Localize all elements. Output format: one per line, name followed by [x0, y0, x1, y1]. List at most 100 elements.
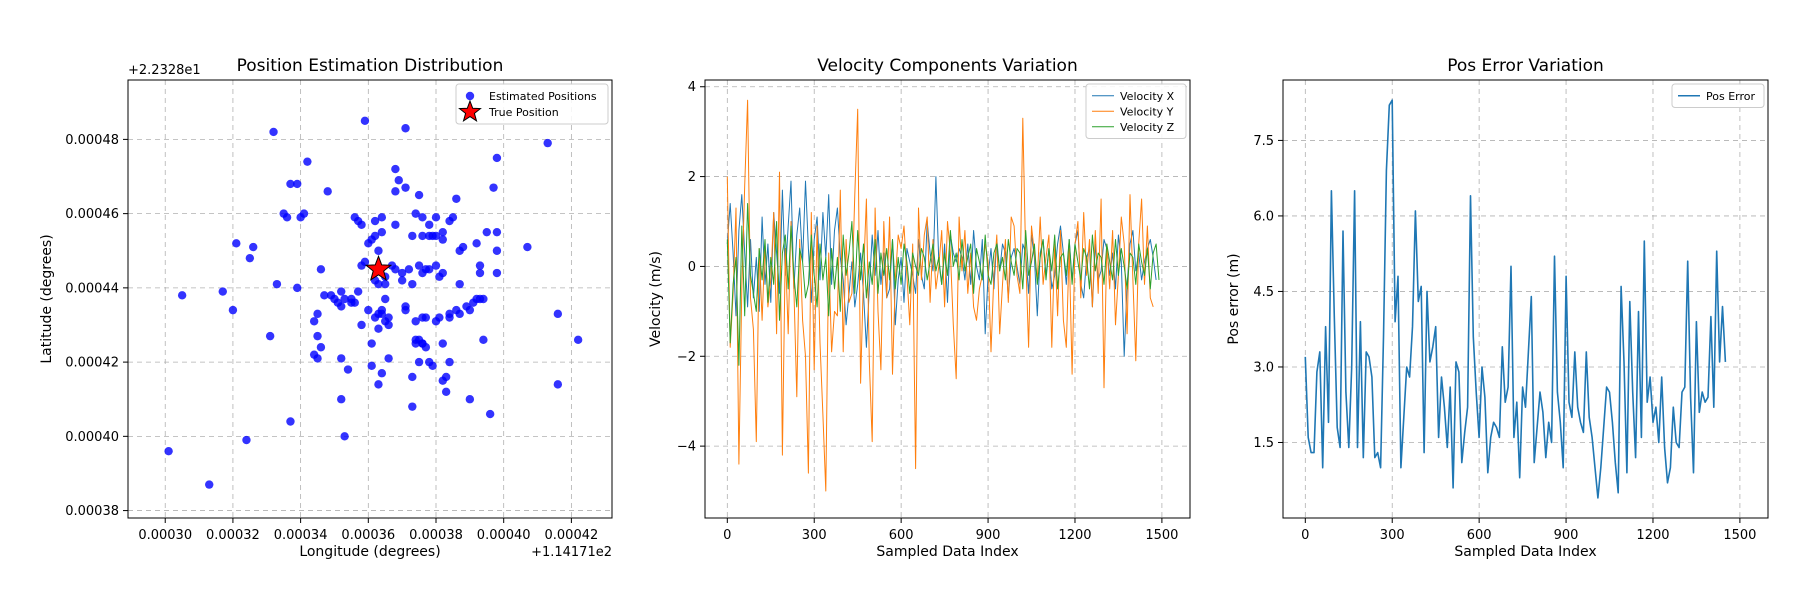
scatter-point	[249, 242, 258, 252]
scatter-point	[340, 294, 349, 304]
y-tick-label: 0.00042	[65, 356, 119, 371]
scatter-point	[448, 213, 458, 222]
scatter-point	[316, 343, 326, 352]
legend-box	[455, 83, 609, 125]
scatter-point	[391, 265, 400, 274]
scatter-point	[408, 279, 417, 289]
scatter-point	[293, 283, 302, 293]
scatter-point	[431, 213, 441, 222]
scatter-point	[303, 157, 312, 166]
legend-box	[1085, 83, 1187, 139]
scatter-point	[543, 138, 552, 148]
y-tick-label: 0.00046	[65, 207, 119, 222]
scatter-point	[492, 153, 502, 163]
x-tick-label: 0	[723, 528, 731, 543]
scatter-point	[523, 242, 532, 252]
scatter-point	[472, 239, 481, 248]
legend-label: Velocity Z	[1120, 121, 1175, 134]
scatter-point	[425, 220, 434, 229]
chart-panel-2: 0 300 600 900 1200 1500 −4 −2 0 2 4 Velocity Compon…	[648, 56, 1191, 560]
y-axis-label: Velocity (m/s)	[648, 251, 664, 347]
scatter-point	[320, 291, 329, 300]
scatter-point	[360, 116, 370, 126]
x-tick-label: 1200	[1058, 528, 1091, 543]
scatter-point	[377, 227, 387, 237]
scatter-point	[269, 127, 278, 137]
x-tick-label: 300	[1380, 528, 1405, 543]
x-axis-label: Sampled Data Index	[1454, 544, 1596, 560]
legend: Pos Error	[1671, 83, 1765, 108]
x-tick-label: 900	[1554, 528, 1579, 543]
scatter-point	[299, 209, 309, 218]
legend-box	[1671, 83, 1765, 108]
scatter-point	[401, 124, 410, 133]
scatter-point	[411, 209, 420, 218]
scatter-point	[265, 331, 275, 341]
scatter-point	[397, 268, 407, 278]
scatter-point	[377, 213, 387, 222]
y-tick-label: 0	[688, 260, 696, 275]
scatter-point	[316, 265, 326, 274]
scatter-point	[553, 309, 563, 319]
scatter-point	[441, 372, 451, 382]
scatter-point	[357, 220, 366, 229]
x-tick-label: 0.00036	[341, 528, 395, 543]
y-offset-label: +2.2328e1	[128, 63, 201, 78]
scatter-point	[428, 361, 437, 371]
x-tick-label: 0.00040	[477, 528, 531, 543]
scatter-point	[441, 387, 451, 396]
scatter-point	[228, 305, 238, 315]
scatter-point	[438, 227, 447, 237]
scatter-point	[232, 239, 241, 248]
scatter-point	[445, 309, 454, 319]
scatter-point	[455, 309, 464, 319]
legend-marker	[458, 99, 482, 123]
scatter-point	[492, 268, 502, 278]
y-tick-label: 0.00048	[65, 133, 119, 148]
scatter-point	[384, 354, 393, 363]
y-tick-label: 4.5	[1253, 285, 1274, 300]
x-tick-label: 900	[976, 528, 1001, 543]
scatter-point	[482, 227, 491, 237]
scatter-point	[350, 298, 359, 307]
y-tick-label: 1.5	[1253, 436, 1274, 451]
x-tick-label: 1200	[1636, 528, 1669, 543]
scatter-point	[414, 190, 424, 200]
scatter-point	[465, 395, 475, 404]
legend-label: Pos Error	[1706, 90, 1755, 103]
scatter-point	[404, 265, 414, 274]
y-tick-label: 0.00040	[65, 430, 119, 445]
scatter-point	[177, 291, 187, 300]
scatter-point	[438, 268, 447, 278]
chart-title: Pos Error Variation	[1447, 56, 1604, 76]
scatter-point	[367, 361, 376, 371]
scatter-point	[381, 294, 390, 304]
legend: Velocity X Velocity Y Velocity Z	[1085, 83, 1187, 139]
series-line-1	[1304, 99, 1727, 499]
y-axis-label: Pos error (m)	[1226, 253, 1242, 344]
y-tick-label: 7.5	[1253, 134, 1274, 149]
scatter-point	[367, 339, 376, 348]
scatter-point	[458, 242, 468, 252]
scatter-point	[337, 287, 346, 296]
scatter-point	[421, 313, 431, 322]
scatter-point	[438, 235, 447, 244]
x-tick-label: 300	[802, 528, 827, 543]
scatter-point	[492, 246, 502, 255]
x-tick-label: 0.00038	[409, 528, 463, 543]
scatter-point	[313, 331, 322, 341]
legend-label: Estimated Positions	[489, 90, 597, 103]
scatter-point	[573, 335, 583, 345]
axes-frame	[1282, 79, 1769, 519]
x-offset-label: +1.14171e2	[531, 545, 612, 560]
scatter-point	[337, 354, 346, 363]
scatter-point	[272, 279, 282, 289]
scatter-point	[313, 354, 322, 363]
scatter-point	[374, 279, 383, 289]
legend: Estimated Positions True Position	[455, 83, 609, 125]
y-tick-label: −4	[677, 440, 696, 455]
x-tick-label: 0.00034	[274, 528, 328, 543]
scatter-point	[293, 179, 302, 189]
x-tick-label: 1500	[1723, 528, 1756, 543]
true-position-marker	[364, 254, 393, 281]
